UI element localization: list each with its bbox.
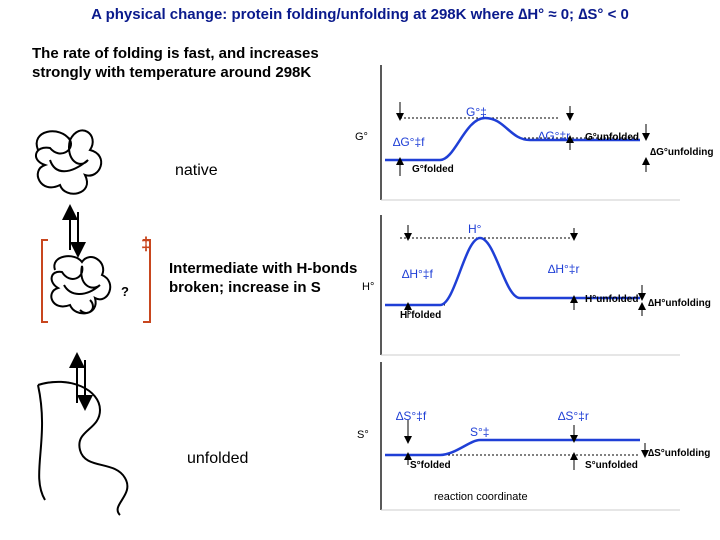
enthalpy-axis-label: H°	[362, 281, 374, 293]
gibbs-folded-label: G°folded	[412, 164, 454, 175]
entropy-folded-label: S°folded	[410, 460, 451, 471]
transition-state-brackets	[41, 239, 151, 323]
gibbs-reverse-label: ∆G°‡r	[538, 129, 570, 143]
question-mark: ?	[121, 284, 129, 299]
enthalpy-ts-label: H°	[468, 222, 482, 236]
gibbs-unfolded-label: G°unfolded	[585, 132, 639, 143]
gibbs-delta-label: ∆G°unfolding	[650, 147, 713, 158]
entropy-unfolded-label: S°unfolded	[585, 460, 638, 471]
entropy-forward-label: ∆S°‡f	[396, 409, 427, 423]
x-axis-label: reaction coordinate	[434, 491, 528, 503]
gibbs-energy-curve	[385, 116, 640, 162]
gibbs-axis-label: G°	[355, 131, 368, 143]
entropy-curve	[385, 438, 640, 457]
equilibrium-arrows-top	[62, 204, 86, 258]
enthalpy-forward-label: ∆H°‡f	[402, 267, 433, 281]
enthalpy-unfolded-label: H°unfolded	[585, 294, 638, 305]
gibbs-ts-label: G°‡	[466, 105, 487, 119]
entropy-delta-label: ∆S°unfolding	[648, 448, 710, 459]
native-state-label: native	[175, 162, 218, 179]
entropy-panel	[380, 362, 680, 511]
equilibrium-arrows-bottom	[69, 352, 93, 411]
enthalpy-reverse-label: ∆H°‡r	[548, 262, 579, 276]
intro-text: The rate of folding is fast, and increas…	[32, 45, 319, 81]
unfolded-state-label: unfolded	[187, 450, 249, 467]
entropy-reverse-label: ∆S°‡r	[558, 409, 589, 423]
enthalpy-curve	[385, 236, 640, 307]
entropy-axis-label: S°	[357, 429, 369, 441]
enthalpy-folded-label: H°folded	[400, 310, 441, 321]
intermediate-state-label: Intermediate with H-bonds broken; increa…	[169, 260, 358, 296]
enthalpy-panel	[380, 215, 680, 356]
enthalpy-delta-label: ∆H°unfolding	[648, 298, 711, 309]
gibbs-forward-label: ∆G°‡f	[393, 135, 425, 149]
page-title: A physical change: protein folding/unfol…	[91, 6, 629, 23]
intermediate-protein-sketch	[50, 255, 112, 315]
entropy-ts-label: S°‡	[470, 425, 489, 439]
gibbs-panel	[380, 65, 680, 201]
unfolded-protein-sketch	[37, 380, 129, 516]
native-protein-sketch	[35, 129, 103, 195]
transition-state-mark: ‡	[141, 234, 152, 254]
